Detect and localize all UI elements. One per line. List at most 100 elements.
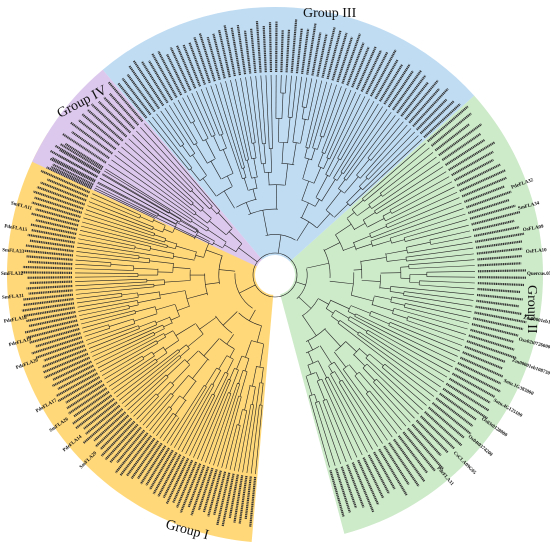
leaf-label-mark	[212, 33, 226, 79]
leaf-branch	[255, 75, 263, 144]
leaf-label-mark	[393, 438, 426, 483]
leaf-label-mark	[477, 254, 523, 261]
clade-stem	[205, 139, 216, 159]
clade-stem	[155, 303, 176, 311]
leaf-branch	[235, 78, 252, 159]
leaf-label-mark	[57, 376, 101, 403]
leaf-branch	[384, 363, 431, 402]
leaf-label-mark	[103, 96, 136, 130]
leaf-branch	[76, 246, 140, 257]
clade-stem	[244, 385, 251, 411]
leaf-label-mark	[321, 27, 336, 78]
leaf-branch	[333, 103, 379, 179]
clade-arc	[331, 310, 336, 316]
leaf-branch	[346, 115, 396, 181]
clade-arc	[172, 262, 174, 272]
leaf-label-mark	[459, 356, 504, 378]
leaf-label-mark	[44, 356, 91, 379]
leaf-branch	[144, 123, 221, 212]
clade-stem	[339, 320, 359, 334]
clade-stem	[306, 262, 329, 269]
leaf-branch	[215, 83, 243, 169]
leaf-label-mark	[40, 181, 87, 202]
clade-stem	[324, 242, 341, 251]
clade-stem	[173, 255, 195, 261]
clade-arc	[316, 197, 323, 202]
leaf-label-mark	[172, 459, 194, 504]
leaf-branch	[405, 303, 471, 318]
leaf-branch	[117, 150, 197, 213]
leaf-branch	[116, 349, 179, 398]
leaf-label-mark	[471, 210, 521, 226]
clade-stem	[209, 220, 227, 236]
clade-stem	[213, 135, 221, 151]
clade-arc	[255, 366, 264, 369]
leaf-branch	[406, 320, 465, 341]
clade-stem	[325, 190, 342, 211]
leaf-label-mark	[29, 239, 75, 248]
clade-stem	[302, 158, 309, 180]
clade-stem	[345, 341, 357, 352]
leaf-label-mark	[335, 468, 351, 513]
leaf-branch	[101, 174, 169, 214]
clade-stem	[315, 175, 328, 198]
leaf-label-mark	[35, 208, 80, 223]
leaf-branch	[111, 159, 209, 229]
leaf-branch	[93, 189, 155, 219]
clade-stem	[333, 351, 347, 368]
leaf-branch	[355, 313, 456, 362]
leaf-label-mark	[23, 306, 75, 318]
clade-stem	[238, 247, 258, 263]
clade-stem	[254, 177, 258, 189]
group-label-III: Group III	[303, 6, 357, 21]
leaf-label-mark	[22, 297, 74, 307]
clade-stem	[178, 344, 187, 351]
leaf-label-mark	[341, 33, 362, 84]
leaf-branch	[366, 363, 419, 415]
leaf-label-mark	[476, 293, 523, 301]
clade-stem	[142, 351, 153, 358]
clade-stem	[252, 386, 256, 405]
leaf-label-mark	[476, 299, 520, 308]
clade-stem	[180, 220, 199, 232]
leaf-label: SmFLA34	[518, 201, 541, 212]
leaf-branch	[75, 283, 154, 291]
leaf-branch	[407, 316, 467, 335]
clade-stem	[348, 364, 358, 375]
leaf-label: PdeFLA15	[4, 224, 28, 233]
clade-stem	[268, 172, 270, 185]
leaf-branch	[419, 284, 475, 290]
leaf-label-mark	[59, 142, 103, 171]
clade-stem	[134, 313, 158, 322]
leaf-label-mark	[176, 461, 198, 508]
clade-stem	[353, 354, 366, 367]
clade-stem	[156, 336, 166, 343]
clade-stem	[171, 375, 189, 395]
leaf-label-mark	[54, 144, 101, 174]
leaf-label: SmFLA11	[10, 201, 33, 212]
leaf-branch	[173, 102, 198, 144]
leaf-label-mark	[249, 476, 257, 527]
leaf-branch	[367, 329, 448, 378]
leaf-branch	[327, 376, 368, 453]
leaf-label-mark	[65, 379, 103, 404]
clade-stem	[223, 190, 235, 209]
clade-stem	[351, 294, 374, 302]
leaf-branch	[213, 383, 241, 466]
clade-stem	[174, 228, 196, 239]
clade-stem	[175, 323, 196, 336]
leaf-branch	[359, 331, 441, 388]
leaf-branch	[381, 367, 427, 406]
clade-stem	[317, 360, 327, 378]
clade-stem	[314, 394, 318, 403]
leaf-label-mark	[36, 185, 85, 206]
clade-stem	[207, 229, 227, 243]
leaf-branch	[380, 152, 434, 194]
leaf-branch	[265, 75, 270, 149]
leaf-branch	[341, 379, 383, 444]
clade-stem	[163, 228, 173, 233]
leaf-label-mark	[404, 79, 439, 121]
leaf-label-mark	[448, 377, 491, 404]
clade-stem	[263, 163, 265, 173]
leaf-branch	[389, 322, 461, 352]
